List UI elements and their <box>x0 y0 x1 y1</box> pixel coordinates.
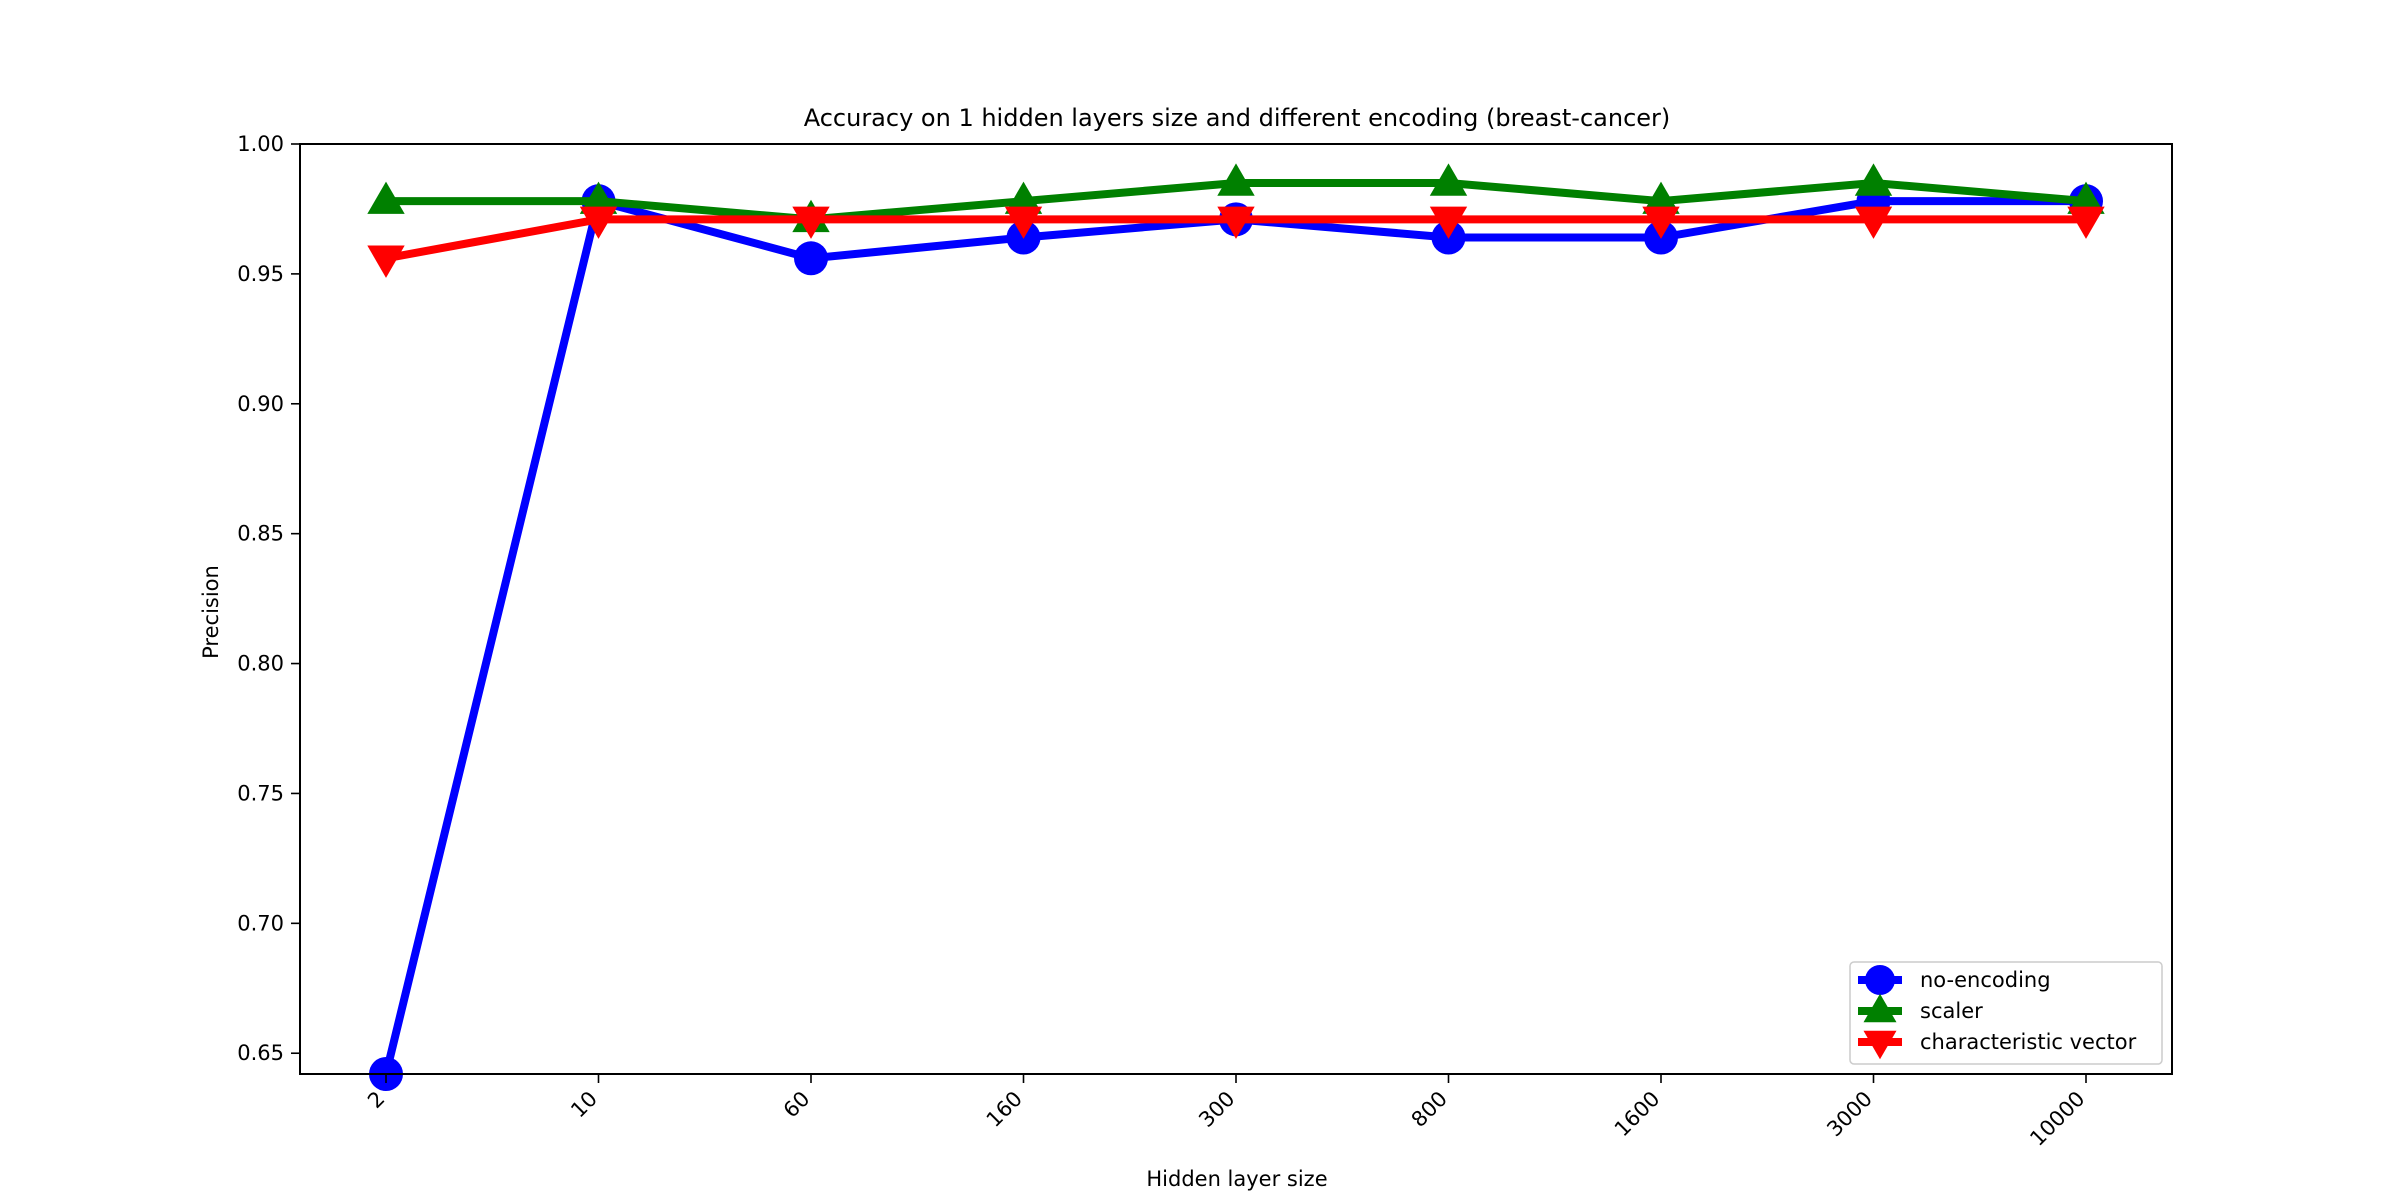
x-tick-label: 300 <box>1194 1087 1239 1132</box>
data-point <box>579 206 618 239</box>
y-tick-label: 0.75 <box>237 781 284 805</box>
chart-title: Accuracy on 1 hidden layers size and dif… <box>804 104 1671 132</box>
data-point <box>1642 206 1680 239</box>
data-point <box>367 181 405 214</box>
y-axis: 0.65 0.70 0.75 0.80 0.85 0.90 0.95 1.00 <box>237 132 300 1065</box>
data-point <box>1429 206 1468 239</box>
series-layer <box>367 163 2105 1091</box>
legend-entry: characteristic vector <box>1858 1030 2137 1060</box>
data-point <box>1217 206 1255 239</box>
data-point <box>1854 163 1893 196</box>
x-tick-label: 10 <box>566 1087 602 1123</box>
x-tick-label: 1600 <box>1610 1087 1665 1142</box>
data-point <box>1217 163 1255 196</box>
data-point <box>2067 206 2105 239</box>
data-point <box>2067 181 2105 214</box>
data-point <box>1004 206 1043 239</box>
data-point <box>1642 181 1680 214</box>
legend-entry: no-encoding <box>1858 965 2051 995</box>
x-tick-label: 60 <box>779 1087 815 1123</box>
y-tick-label: 0.70 <box>237 911 284 935</box>
legend-label: no-encoding <box>1920 968 2051 992</box>
legend-marker <box>1863 993 1897 1023</box>
x-tick-label: 800 <box>1407 1087 1452 1132</box>
x-axis: 2 10 60 160 300 800 1600 3000 10000 <box>363 1074 2090 1151</box>
data-point <box>1429 163 1468 196</box>
y-tick-label: 0.65 <box>237 1041 284 1065</box>
y-axis-label: Precision <box>199 565 223 659</box>
legend-box <box>1849 961 2163 1065</box>
series-characteristic-vector <box>367 206 2105 278</box>
legend-marker <box>1865 965 1895 995</box>
series-no-encoding <box>369 184 2103 1091</box>
y-tick-label: 0.90 <box>237 392 284 416</box>
data-point <box>1854 206 1893 239</box>
y-tick-label: 0.95 <box>237 262 284 286</box>
y-tick-label: 0.85 <box>237 522 284 546</box>
data-point <box>579 181 618 214</box>
legend-label: scaler <box>1920 999 1983 1023</box>
y-tick-label: 1.00 <box>237 132 284 156</box>
legend-marker <box>1863 1030 1897 1060</box>
data-point <box>1004 181 1043 214</box>
data-point <box>367 245 405 278</box>
x-tick-label: 3000 <box>1822 1087 1877 1142</box>
legend-entry: scaler <box>1858 993 1983 1023</box>
legend-label: characteristic vector <box>1920 1030 2137 1054</box>
legend: no-encoding scaler characteristic vector <box>1849 961 2163 1065</box>
x-tick-label: 160 <box>982 1087 1027 1132</box>
data-point <box>792 206 830 239</box>
x-tick-label: 10000 <box>2025 1087 2089 1151</box>
x-axis-label: Hidden layer size <box>1146 1167 1327 1191</box>
series-line <box>382 196 2086 1075</box>
data-point <box>794 241 828 276</box>
y-tick-label: 0.80 <box>237 652 284 676</box>
